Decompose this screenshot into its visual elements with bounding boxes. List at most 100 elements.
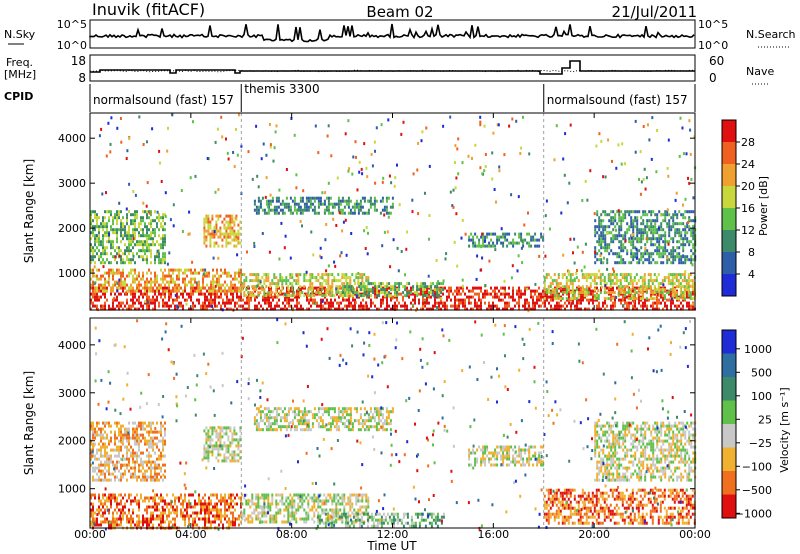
- heatmap-cell: [162, 499, 164, 503]
- heatmap-cell: [96, 246, 98, 250]
- heatmap-cell: [94, 289, 96, 293]
- heatmap-cell: [241, 285, 244, 289]
- heatmap-cell: [631, 282, 634, 286]
- heatmap-cell: [640, 228, 643, 232]
- heatmap-cell: [203, 217, 206, 221]
- heatmap-cell: [208, 499, 210, 503]
- heatmap-cell: [192, 493, 194, 497]
- heatmap-cell: [261, 196, 264, 200]
- heatmap-cell: [360, 288, 363, 292]
- heatmap-cell: [502, 307, 504, 311]
- heatmap-cell: [645, 176, 648, 180]
- heatmap-cell: [398, 282, 401, 286]
- heatmap-cell: [298, 301, 300, 305]
- heatmap-cell: [295, 186, 298, 190]
- heatmap-cell: [662, 240, 665, 244]
- heatmap-cell: [296, 289, 298, 293]
- heatmap-cell: [617, 294, 620, 298]
- heatmap-cell: [104, 502, 106, 506]
- heatmap-cell: [194, 511, 196, 515]
- heatmap-cell: [247, 150, 250, 154]
- heatmap-cell: [265, 276, 268, 280]
- heatmap-cell: [349, 291, 352, 295]
- heatmap-cell: [462, 304, 464, 308]
- heatmap-cell: [226, 307, 228, 311]
- heatmap-cell: [546, 298, 548, 302]
- heatmap-cell: [239, 232, 242, 236]
- heatmap-cell: [136, 213, 138, 217]
- heatmap-cell: [512, 298, 514, 302]
- heatmap-cell: [559, 282, 562, 286]
- heatmap-cell: [226, 508, 228, 512]
- heatmap-cell: [629, 279, 632, 283]
- heatmap-cell: [380, 282, 383, 286]
- heatmap-cell: [206, 304, 208, 308]
- heatmap-cell: [109, 142, 112, 146]
- heatmap-cell: [114, 228, 116, 232]
- heatmap-cell: [596, 210, 599, 214]
- heatmap-cell: [236, 307, 238, 311]
- heatmap-cell: [118, 216, 120, 220]
- heatmap-cell: [680, 301, 682, 305]
- heatmap-cell: [649, 276, 652, 280]
- heatmap-cell: [648, 252, 651, 256]
- heatmap-cell: [358, 160, 361, 164]
- heatmap-cell: [261, 208, 264, 212]
- heatmap-cell: [620, 216, 623, 220]
- heatmap-cell: [162, 511, 164, 515]
- heatmap-cell: [128, 182, 131, 186]
- heatmap-cell: [108, 274, 110, 278]
- heatmap-cell: [164, 191, 167, 195]
- heatmap-cell: [396, 163, 398, 167]
- heatmap-cell: [130, 243, 132, 247]
- heatmap-cell: [639, 150, 642, 154]
- heatmap-cell: [294, 304, 296, 308]
- heatmap-cell: [180, 508, 182, 512]
- heatmap-cell: [390, 181, 393, 185]
- heatmap-cell: [436, 301, 438, 305]
- heatmap-cell: [307, 196, 310, 200]
- heatmap-cell: [416, 282, 419, 286]
- heatmap-cell: [146, 225, 148, 229]
- colorbar-tick-label: 12: [741, 224, 755, 237]
- heatmap-cell: [128, 493, 130, 497]
- heatmap-cell: [164, 508, 166, 512]
- heatmap-cell: [648, 258, 651, 262]
- heatmap-cell: [90, 493, 92, 497]
- heatmap-cell: [106, 496, 108, 500]
- heatmap-cell: [634, 304, 636, 308]
- heatmap-cell: [360, 307, 362, 311]
- heatmap-cell: [684, 225, 687, 229]
- heatmap-cell: [528, 152, 531, 156]
- heatmap-cell: [640, 180, 643, 184]
- heatmap-cell: [275, 124, 278, 128]
- heatmap-cell: [266, 307, 268, 311]
- heatmap-cell: [614, 216, 617, 220]
- heatmap-cell: [152, 517, 154, 521]
- heatmap-cell: [632, 222, 635, 226]
- heatmap-cell: [598, 237, 601, 241]
- heatmap-cell: [168, 251, 171, 255]
- heatmap-cell: [212, 268, 214, 272]
- heatmap-cell: [673, 291, 676, 295]
- heatmap-cell: [156, 289, 158, 293]
- heatmap-cell: [146, 234, 148, 238]
- heatmap-cell: [174, 280, 176, 284]
- heatmap-cell: [476, 254, 479, 258]
- heatmap-cell: [132, 301, 134, 305]
- heatmap-cell: [688, 216, 691, 220]
- heatmap-cell: [600, 213, 603, 217]
- heatmap-cell: [160, 511, 162, 515]
- heatmap-cell: [148, 286, 150, 290]
- heatmap-cell: [259, 280, 262, 284]
- heatmap-cell: [600, 240, 603, 244]
- heatmap-cell: [632, 255, 635, 259]
- heatmap-cell: [512, 238, 515, 242]
- heatmap-cell: [601, 285, 603, 289]
- heatmap-cell: [120, 523, 122, 527]
- heatmap-cell: [457, 172, 460, 176]
- heatmap-cell: [617, 279, 620, 283]
- heatmap-cell: [172, 517, 174, 521]
- heatmap-cell: [90, 301, 92, 305]
- heatmap-cell: [553, 158, 556, 162]
